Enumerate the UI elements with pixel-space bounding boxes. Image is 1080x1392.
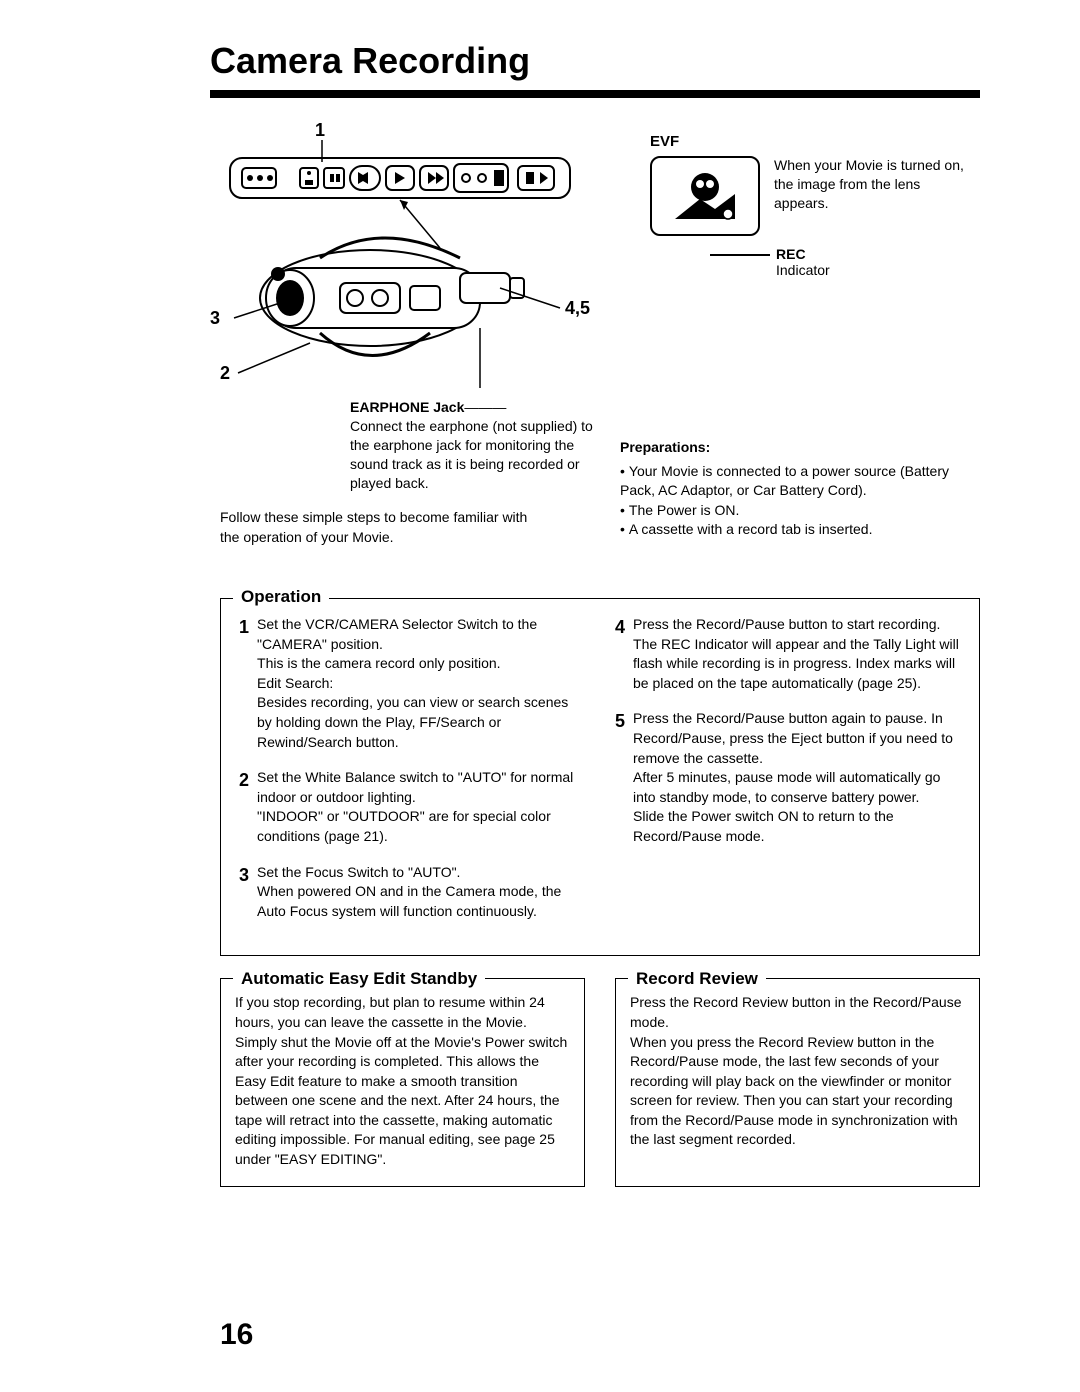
camera-svg [220, 128, 580, 388]
rec-label: REC [776, 246, 806, 262]
callout-45: 4,5 [565, 298, 590, 319]
earphone-block: EARPHONE Jack——— Connect the earphone (n… [350, 398, 610, 492]
record-review-box: Record Review Press the Record Review bu… [615, 978, 980, 1186]
step: 5 Press the Record/Pause button again to… [615, 709, 961, 846]
evf-block: EVF When your Movie is turned on, the im… [650, 133, 970, 278]
callout-2: 2 [220, 363, 230, 384]
step-body: Set the Focus Switch to "AUTO". When pow… [257, 863, 585, 922]
page-title: Camera Recording [210, 40, 980, 98]
step: 2 Set the White Balance switch to "AUTO"… [239, 768, 585, 846]
earphone-text: Connect the earphone (not supplied) to t… [350, 418, 593, 491]
prep-item: A cassette with a record tab is inserted… [620, 520, 960, 540]
step-number: 2 [239, 768, 249, 846]
record-review-heading: Record Review [628, 967, 766, 991]
callout-3: 3 [210, 308, 220, 329]
page-number: 16 [220, 1318, 253, 1352]
step: 3 Set the Focus Switch to "AUTO". When p… [239, 863, 585, 922]
auto-edit-box: Automatic Easy Edit Standby If you stop … [220, 978, 585, 1186]
auto-edit-heading: Automatic Easy Edit Standby [233, 967, 485, 991]
bottom-row: Automatic Easy Edit Standby If you stop … [220, 978, 980, 1186]
prep-item: The Power is ON. [620, 501, 960, 521]
evf-icon [670, 169, 740, 224]
preparations: Preparations: Your Movie is connected to… [620, 438, 960, 540]
earphone-heading: EARPHONE Jack [350, 399, 464, 415]
operation-box: Operation 1 Set the VCR/CAMERA Selector … [220, 598, 980, 956]
evf-text: When your Movie is turned on, the image … [774, 156, 970, 213]
step-body: Press the Record/Pause button again to p… [633, 709, 961, 846]
operation-left-col: 1 Set the VCR/CAMERA Selector Switch to … [239, 615, 585, 937]
step-body: Set the White Balance switch to "AUTO" f… [257, 768, 585, 846]
rec-indicator: REC Indicator [710, 246, 970, 278]
diagram-area: 1 3 2 4,5 [220, 128, 980, 508]
step-number: 4 [615, 615, 625, 693]
evf-box [650, 156, 760, 236]
step-number: 5 [615, 709, 625, 846]
prep-item: Your Movie is connected to a power sourc… [620, 462, 960, 501]
step-body: Press the Record/Pause button to start r… [633, 615, 961, 693]
auto-edit-body: If you stop recording, but plan to resum… [235, 993, 570, 1169]
step-body: Set the VCR/CAMERA Selector Switch to th… [257, 615, 585, 752]
step-number: 1 [239, 615, 249, 752]
operation-right-col: 4 Press the Record/Pause button to start… [615, 615, 961, 937]
follow-text: Follow these simple steps to become fami… [220, 508, 540, 547]
callout-1: 1 [315, 120, 325, 141]
evf-label: EVF [650, 133, 970, 150]
camera-diagram: 1 3 2 4,5 [220, 128, 600, 393]
step: 1 Set the VCR/CAMERA Selector Switch to … [239, 615, 585, 752]
step-number: 3 [239, 863, 249, 922]
rec-sub: Indicator [776, 262, 830, 278]
record-review-body: Press the Record Review button in the Re… [630, 993, 965, 1150]
preparations-heading: Preparations: [620, 438, 960, 458]
operation-heading: Operation [233, 587, 329, 607]
step: 4 Press the Record/Pause button to start… [615, 615, 961, 693]
